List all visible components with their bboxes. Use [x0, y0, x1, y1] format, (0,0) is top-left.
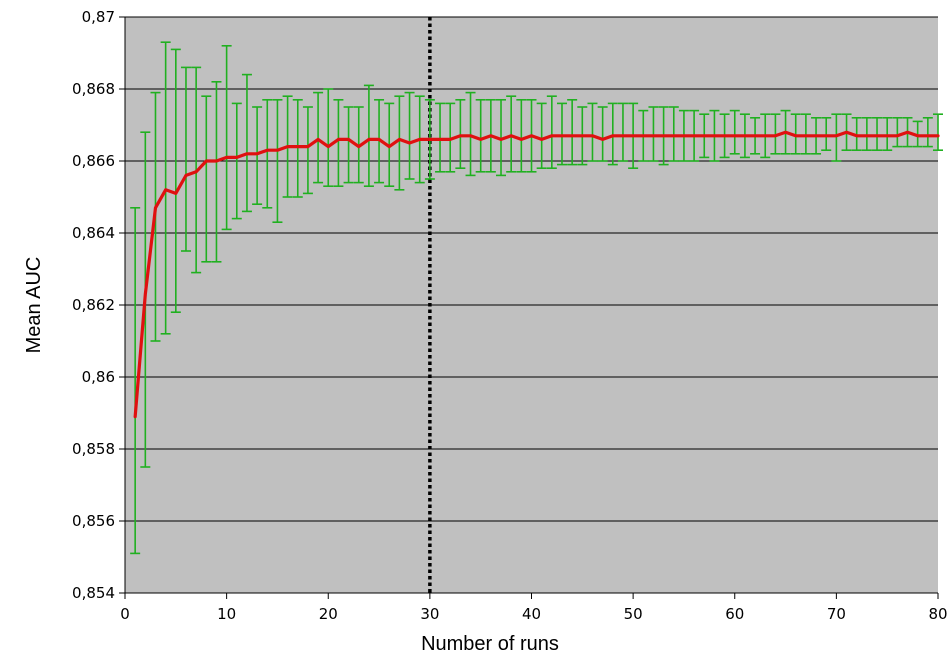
error-bar-20 — [323, 88, 334, 187]
error-bar-39 — [516, 99, 527, 173]
error-bar-13 — [252, 106, 263, 205]
x-tick-label-4: 40 — [522, 605, 541, 623]
error-bar-10 — [221, 44, 232, 231]
y-tick-label-0: 0,854 — [72, 584, 115, 602]
error-bar-15 — [272, 99, 283, 223]
x-tick-label-5: 50 — [624, 605, 643, 623]
x-tick-label-2: 20 — [319, 605, 338, 623]
y-tick-label-4: 0,862 — [72, 296, 115, 314]
series-line — [133, 130, 940, 419]
error-bar-73 — [861, 117, 872, 151]
error-bar-37 — [496, 99, 507, 177]
x-tick-label-3: 30 — [420, 605, 439, 623]
error-bar-80 — [933, 113, 943, 151]
error-bar-44 — [567, 99, 578, 166]
error-bar-75 — [882, 117, 893, 151]
error-bar-19 — [313, 91, 324, 184]
error-bar-21 — [333, 99, 344, 187]
error-bar-74 — [872, 117, 883, 151]
y-tick-labels: 0,854 0,856 0,858 0,86 0,862 0,864 0,866 0,868 0… — [72, 8, 115, 602]
error-bar-6 — [180, 66, 191, 252]
error-bar-43 — [556, 102, 567, 166]
error-bar-47 — [597, 106, 608, 162]
error-bar-28 — [404, 91, 415, 180]
y-tick-label-3: 0,86 — [82, 368, 115, 386]
error-bar-67 — [800, 113, 811, 155]
error-bar-31 — [435, 102, 446, 173]
error-bar-60 — [729, 109, 740, 155]
error-bar-5 — [170, 48, 181, 314]
error-bar-54 — [668, 106, 679, 162]
y-tick-label-1: 0,856 — [72, 512, 115, 530]
error-bar-27 — [394, 95, 405, 191]
error-bar-33 — [455, 99, 466, 169]
error-bar-41 — [536, 102, 547, 169]
error-bar-76 — [892, 117, 903, 148]
y-tick-label-2: 0,858 — [72, 440, 115, 458]
error-bar-22 — [343, 106, 354, 184]
error-bar-64 — [770, 113, 781, 155]
error-bar-70 — [831, 113, 842, 162]
x-tick-label-6: 60 — [725, 605, 744, 623]
error-bar-9 — [211, 81, 222, 263]
x-tick-labels: 0 10 20 30 40 50 60 70 80 — [120, 605, 947, 623]
error-bar-12 — [241, 73, 252, 213]
error-bar-42 — [546, 95, 557, 169]
error-bar-52 — [648, 106, 659, 162]
error-bar-38 — [506, 95, 517, 173]
x-axis-title: Number of runs — [421, 633, 559, 655]
error-bar-79 — [922, 117, 933, 148]
y-tick-label-8: 0,87 — [82, 8, 115, 26]
error-bar-48 — [607, 102, 618, 166]
error-bar-4 — [160, 41, 171, 335]
y-tick-label-6: 0,866 — [72, 152, 115, 170]
error-bar-78 — [912, 120, 923, 148]
x-tick-label-7: 70 — [827, 605, 846, 623]
y-axis-title: Mean AUC — [23, 257, 45, 354]
error-bar-35 — [475, 99, 486, 173]
error-bar-11 — [231, 102, 242, 220]
y-tick-label-5: 0,864 — [72, 224, 115, 242]
axes — [119, 16, 939, 599]
error-bar-46 — [587, 102, 598, 162]
error-bar-49 — [617, 102, 628, 162]
error-bar-1 — [130, 207, 141, 555]
x-tick-label-1: 10 — [217, 605, 236, 623]
error-bar-72 — [851, 117, 862, 151]
error-bar-69 — [821, 117, 832, 151]
x-tick-label-0: 0 — [120, 605, 130, 623]
error-bar-14 — [262, 99, 273, 209]
x-tick-label-8: 80 — [928, 605, 947, 623]
error-bar-66 — [790, 113, 801, 155]
error-bar-34 — [465, 91, 476, 177]
error-bar-8 — [201, 95, 212, 263]
error-bar-18 — [302, 106, 313, 195]
series-line-group — [133, 130, 940, 419]
error-bar-17 — [292, 99, 303, 198]
error-bar-32 — [445, 102, 456, 173]
error-bar-24 — [363, 84, 374, 187]
y-tick-label-7: 0,868 — [72, 80, 115, 98]
